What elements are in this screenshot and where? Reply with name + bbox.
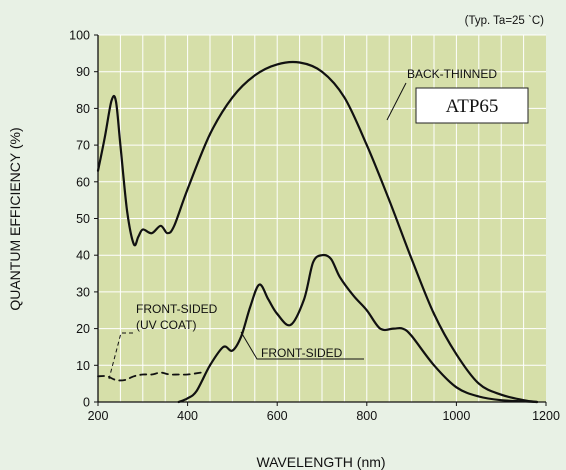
curves	[96, 60, 539, 404]
y-tick-labels: 0 10 20 30 40 50 60 70 80 90 100	[69, 29, 98, 410]
back-thinned-label: BACK-THINNED	[407, 67, 497, 81]
x-axis-title: WAVELENGTH (nm)	[256, 454, 385, 470]
y-tick-label: 60	[76, 175, 90, 189]
x-tick-labels: 200 400 600 800 1000 1200	[88, 402, 560, 423]
x-tick-label: 600	[267, 409, 288, 423]
x-tick-label: 200	[88, 409, 109, 423]
y-tick-label: 100	[69, 29, 90, 43]
y-tick-label: 10	[76, 359, 90, 373]
front-sided-uv-label-line2: (UV COAT)	[136, 318, 196, 332]
label-box	[415, 87, 529, 124]
temperature-note: (Typ. Ta=25 ˋC)	[465, 15, 545, 27]
y-tick-label: 20	[76, 322, 90, 336]
series-line-front-sided	[177, 253, 539, 404]
x-tick-label: 1200	[532, 409, 560, 423]
y-tick-label: 30	[76, 285, 90, 299]
y-tick-label: 40	[76, 249, 90, 263]
label-box-text: ATP65	[446, 96, 499, 117]
y-tick-label: 0	[83, 396, 90, 410]
front-sided-uv-label-line1: FRONT-SIDED	[136, 302, 218, 316]
front-sided-uv-leader	[108, 332, 133, 380]
series-line-back-thinned	[96, 60, 539, 404]
y-tick-label: 70	[76, 139, 90, 153]
x-tick-label: 1000	[442, 409, 470, 423]
front-sided-label: FRONT-SIDED	[261, 346, 343, 360]
series-line-front-sided-uv-coat	[97, 371, 202, 382]
y-tick-label: 90	[76, 65, 90, 79]
x-tick-label: 400	[177, 409, 198, 423]
y-axis-title: QUANTUM EFFICIENCY (%)	[7, 127, 23, 310]
back-thinned-leader	[386, 82, 407, 121]
x-tick-label: 800	[356, 409, 377, 423]
y-tick-label: 50	[76, 212, 90, 226]
front-sided-leader	[240, 331, 364, 360]
y-tick-label: 80	[76, 102, 90, 116]
